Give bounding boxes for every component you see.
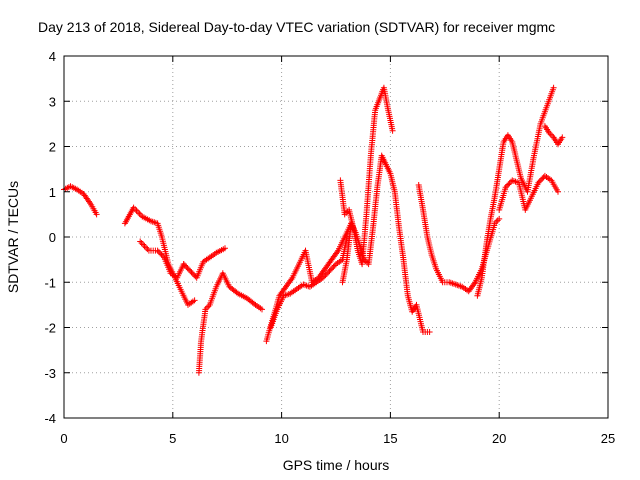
- x-tick-label: 25: [601, 431, 615, 446]
- series-sdtvar-f: [263, 220, 355, 345]
- data-point-markers: [474, 84, 557, 299]
- data-point-markers: [267, 234, 350, 331]
- x-axis-label: GPS time / hours: [283, 457, 390, 473]
- y-tick-label: 1: [49, 185, 56, 200]
- y-axis-label: SDTVAR / TECUs: [5, 181, 21, 293]
- y-tick-label: 4: [49, 49, 56, 64]
- series-sdtvar-d: [180, 245, 228, 281]
- y-tick-label: -3: [44, 366, 56, 381]
- y-tick-label: -1: [44, 275, 56, 290]
- axis-ticks: 0 5 10 15 20 25 -4 -3 -2 -1 0 1 2 3 4: [44, 49, 615, 446]
- data-point-markers: [121, 204, 198, 308]
- y-tick-label: 3: [49, 94, 56, 109]
- series-sdtvar-l: [496, 172, 561, 213]
- series-sdtvar-c: [137, 238, 187, 281]
- y-tick-label: 2: [49, 140, 56, 155]
- series-sdtvar-i: [339, 152, 433, 335]
- series-sdtvar-g: [267, 234, 350, 331]
- x-tick-label: 20: [492, 431, 506, 446]
- series-sdtvar-m: [541, 123, 566, 148]
- grid-layer: [64, 56, 608, 418]
- y-tick-label: -2: [44, 321, 56, 336]
- x-tick-label: 0: [60, 431, 67, 446]
- series-sdtvar-k: [474, 84, 557, 299]
- data-point-markers: [137, 238, 187, 281]
- data-point-markers: [541, 123, 566, 148]
- data-point-markers: [496, 172, 561, 213]
- y-tick-label: 0: [49, 230, 56, 245]
- data-point-markers: [180, 245, 228, 281]
- data-point-markers: [263, 220, 355, 345]
- x-tick-label: 15: [383, 431, 397, 446]
- x-tick-label: 5: [169, 431, 176, 446]
- y-tick-label: -4: [44, 411, 56, 426]
- data-point-markers: [195, 270, 265, 376]
- series-sdtvar-b: [121, 204, 198, 308]
- x-tick-label: 10: [274, 431, 288, 446]
- series-sdtvar-e: [195, 270, 265, 376]
- data-point-markers: [339, 152, 433, 335]
- chart-title: Day 213 of 2018, Sidereal Day-to-day VTE…: [38, 19, 555, 35]
